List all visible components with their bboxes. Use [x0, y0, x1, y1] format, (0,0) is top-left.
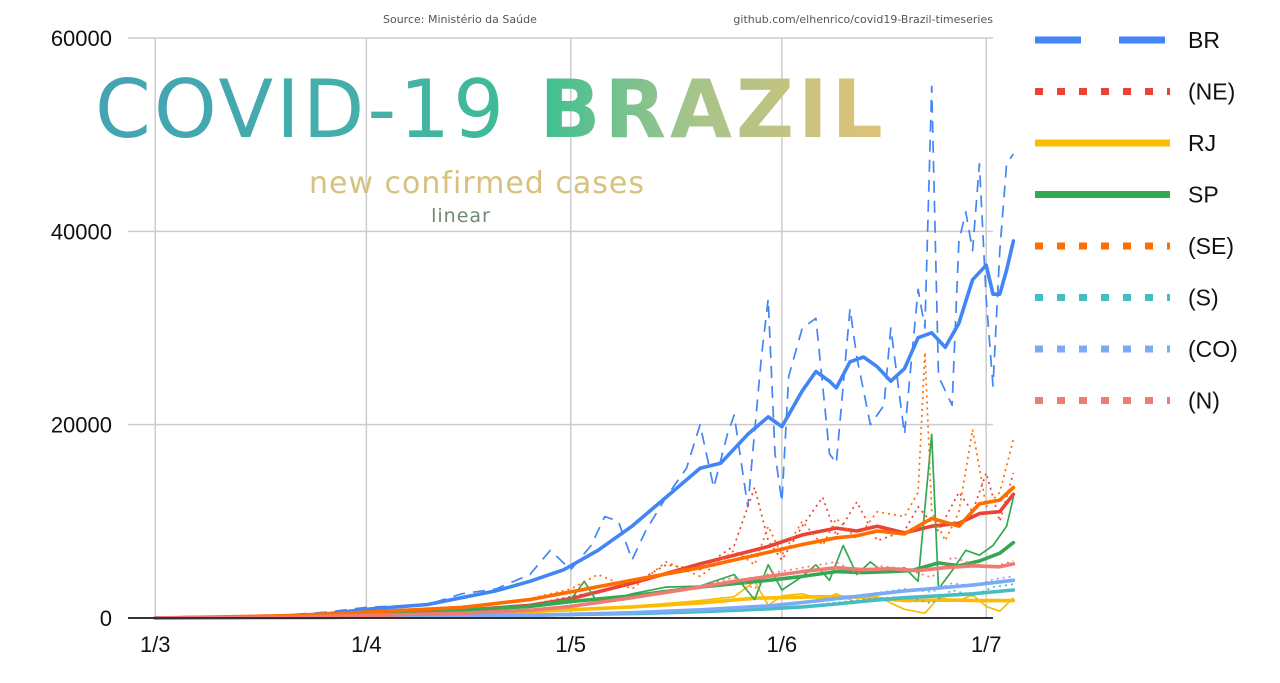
legend-label: (CO) [1188, 336, 1238, 362]
legend-label: (NE) [1188, 79, 1235, 105]
y-tick-label: 40000 [51, 219, 112, 244]
daily-line [155, 85, 1015, 619]
legend-label: RJ [1188, 130, 1216, 156]
series-ne [153, 472, 1016, 620]
x-tick-label: 1/5 [555, 632, 586, 657]
chart-subtitle: new confirmed cases [309, 166, 645, 201]
series-co [153, 575, 1016, 620]
legend-label: BR [1188, 27, 1220, 53]
axis-layer: 0 20000 40000 60000 1/3 1/4 1/5 1/6 1/7 [51, 26, 1002, 657]
series-br [153, 85, 1016, 620]
source-text: Source: Ministério da Saúde [383, 13, 537, 26]
legend-label: (S) [1188, 285, 1219, 311]
legend-item: (NE) [1035, 79, 1235, 105]
x-tick-label: 1/6 [767, 632, 798, 657]
legend-item: (SE) [1035, 233, 1234, 259]
x-tick-label: 1/7 [971, 632, 1002, 657]
y-tick-label: 0 [100, 606, 112, 631]
daily-line [155, 351, 1015, 619]
chart-title-left: COVID-19 [95, 63, 507, 156]
y-tick-label: 20000 [51, 413, 112, 438]
legend-item: (N) [1035, 388, 1220, 414]
x-tick-label: 1/3 [140, 632, 171, 657]
scale-label: linear [431, 205, 491, 227]
legend-item: (CO) [1035, 336, 1238, 362]
legend: BR (NE) RJ SP (SE) (S) (CO) (N) [1035, 27, 1238, 414]
series-n [153, 556, 1016, 620]
chart-grid [128, 37, 993, 618]
average-line [153, 562, 1016, 620]
average-line [153, 485, 1016, 620]
legend-item: BR [1035, 27, 1220, 53]
legend-label: SP [1188, 182, 1219, 208]
legend-label: (SE) [1188, 233, 1234, 259]
x-tick-label: 1/4 [351, 632, 382, 657]
chart-title: COVID-19 BRAZIL [95, 63, 887, 156]
legend-item: RJ [1035, 130, 1216, 156]
legend-label: (N) [1188, 388, 1220, 414]
repo-link[interactable]: github.com/elhenrico/covid19-Brazil-time… [733, 13, 993, 26]
y-tick-label: 60000 [51, 26, 112, 51]
series-layer [153, 85, 1016, 620]
series-se [153, 351, 1016, 620]
legend-item: SP [1035, 182, 1219, 208]
chart-title-right: BRAZIL [539, 63, 886, 156]
legend-item: (S) [1035, 285, 1219, 311]
average-line [153, 239, 1016, 620]
average-line [153, 578, 1016, 620]
